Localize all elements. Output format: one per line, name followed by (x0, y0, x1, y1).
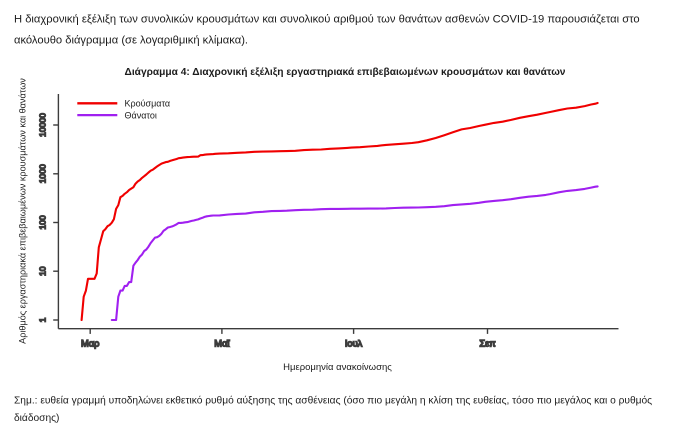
svg-text:Αριθμός εργαστηριακά επιβεβαιω: Αριθμός εργαστηριακά επιβεβαιωμένων κρου… (17, 78, 27, 344)
svg-text:Διάγραμμα 4: Διαχρονική εξέλιξ: Διάγραμμα 4: Διαχρονική εξέλιξη εργαστηρ… (125, 67, 566, 78)
svg-text:Ημερομηνία ανακοίνωσης: Ημερομηνία ανακοίνωσης (283, 362, 392, 373)
svg-text:ακόλουθο διάγραμμα (σε λογαριθ: ακόλουθο διάγραμμα (σε λογαριθμική κλίμα… (14, 35, 248, 47)
svg-text:Σεπ: Σεπ (479, 339, 495, 349)
svg-text:1000: 1000 (38, 164, 48, 183)
svg-text:Μαϊ: Μαϊ (214, 339, 230, 349)
svg-text:Θάνατοι: Θάνατοι (125, 111, 157, 121)
svg-text:Σημ.: ευθεία γραμμή υποδηλώνει: Σημ.: ευθεία γραμμή υποδηλώνει εκθετικό … (14, 394, 652, 406)
svg-text:Κρούσματα: Κρούσματα (125, 99, 171, 109)
svg-text:διάδοσης): διάδοσης) (14, 412, 59, 424)
svg-text:Ιουλ: Ιουλ (345, 339, 363, 349)
svg-text:10: 10 (38, 266, 48, 276)
svg-text:Μαρ: Μαρ (81, 339, 99, 349)
svg-text:10000: 10000 (38, 113, 48, 137)
svg-text:Η διαχρονική εξέλιξη των συνολ: Η διαχρονική εξέλιξη των συνολικών κρουσ… (14, 14, 640, 26)
svg-text:1: 1 (38, 317, 48, 322)
svg-text:100: 100 (38, 215, 48, 230)
